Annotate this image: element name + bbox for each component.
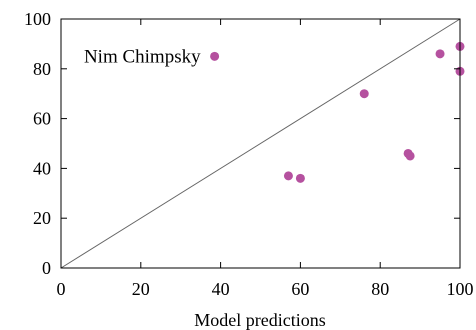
reference-diagonal-line — [60, 18, 461, 269]
y-tick-label: 80 — [33, 59, 51, 79]
data-points — [210, 41, 465, 183]
data-point — [405, 151, 415, 161]
data-point — [295, 173, 305, 183]
data-point — [283, 171, 293, 181]
x-tick-label: 80 — [371, 279, 389, 299]
x-axis-label: Model predictions — [194, 310, 325, 330]
x-tick-label: 20 — [132, 279, 150, 299]
data-point — [359, 89, 369, 99]
x-tick-label: 0 — [57, 279, 66, 299]
y-tick-label: 100 — [24, 9, 51, 29]
data-point — [210, 51, 220, 61]
x-tick-label: 100 — [447, 279, 474, 299]
x-axis-ticks: 0 20 40 60 80 100 — [57, 19, 474, 299]
x-tick-label: 60 — [291, 279, 309, 299]
y-tick-label: 60 — [33, 109, 51, 129]
point-annotation-label: Nim Chimpsky — [84, 46, 201, 67]
y-tick-label: 40 — [33, 158, 51, 178]
y-tick-label: 20 — [33, 208, 51, 228]
y-tick-label: 0 — [42, 258, 51, 278]
y-axis-ticks: 0 20 40 60 80 100 — [24, 9, 460, 278]
x-tick-label: 40 — [212, 279, 230, 299]
data-point — [435, 49, 445, 59]
plot-frame — [60, 18, 461, 269]
